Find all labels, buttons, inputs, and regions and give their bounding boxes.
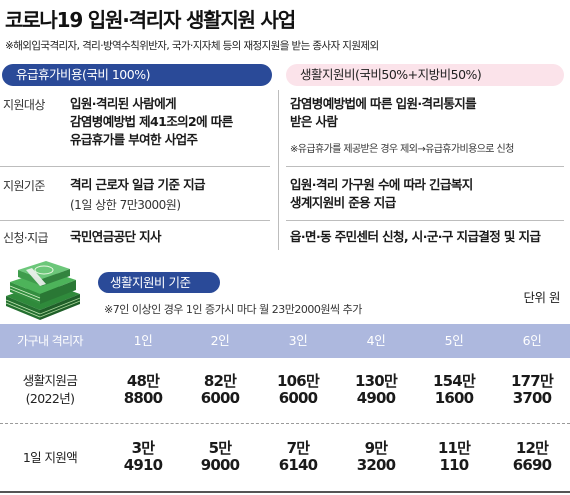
paid-leave-criteria: 격리 근로자 일급 기준 지급 bbox=[70, 177, 206, 192]
living-standard-note: ※7인 이상인 경우 1인 증가시 마다 월 23만2000원씩 추가 bbox=[104, 303, 362, 316]
paid-leave-criteria-note: (1일 상한 7만3000원) bbox=[70, 198, 181, 212]
money-stack-icon bbox=[5, 261, 81, 320]
living-support-header: 생활지원비(국비50%+지방비50%) bbox=[286, 64, 564, 86]
row-divider bbox=[286, 166, 564, 167]
table-row-divider bbox=[0, 423, 570, 424]
table-header-label: 가구내 격리자 bbox=[17, 334, 83, 348]
table-header-cell: 5인 bbox=[444, 333, 464, 348]
table-cell: 12만 6690 bbox=[512, 439, 552, 474]
row-divider bbox=[0, 220, 270, 221]
table-cell: 7만 6140 bbox=[278, 439, 318, 474]
table-cell: 5만 9000 bbox=[200, 439, 240, 474]
table-header-cell: 3인 bbox=[288, 333, 308, 348]
table-cell: 106만 6000 bbox=[277, 372, 320, 407]
row-label-application: 신청·지급 bbox=[3, 231, 49, 245]
table-cell: 82만 6000 bbox=[200, 372, 240, 407]
paid-leave-header: 유급휴가비용(국비 100%) bbox=[2, 64, 272, 86]
living-support-criteria: 입원·격리 가구원 수에 따라 긴급복지 생계지원비 준용 지급 bbox=[290, 177, 473, 210]
table-cell: 130만 4900 bbox=[355, 372, 398, 407]
living-support-target: 감염병예방법에 따른 입원·격리통지를 받은 사람 bbox=[290, 96, 477, 129]
table-header-cell: 2인 bbox=[210, 333, 230, 348]
table-cell: 9만 3200 bbox=[356, 439, 396, 474]
table-cell: 48만 8800 bbox=[123, 372, 163, 407]
row-divider bbox=[286, 220, 564, 221]
table-row-label-monthly: 생활지원금 (2022년) bbox=[22, 373, 78, 406]
row-label-target: 지원대상 bbox=[3, 98, 45, 112]
table-header-cell: 4인 bbox=[366, 333, 386, 348]
table-header-cell: 6인 bbox=[522, 333, 542, 348]
paid-leave-application: 국민연금공단 지사 bbox=[70, 229, 162, 244]
living-support-target-note: ※유급휴가를 제공받은 경우 제외→유급휴가비용으로 신청 bbox=[290, 144, 514, 155]
page-subtitle: ※해외입국격리자, 격리·방역수칙위반자, 국가·지자체 등의 재정지원을 받는… bbox=[5, 40, 379, 52]
page-title: 코로나19 입원·격리자 생활지원 사업 bbox=[5, 8, 296, 32]
table-cell: 3만 4910 bbox=[123, 439, 163, 474]
living-support-application: 읍·면·동 주민센터 신청, 시·군·구 지급결정 및 지급 bbox=[290, 229, 541, 244]
table-header: 가구내 격리자 1인 2인 3인 4인 5인 6인 bbox=[0, 324, 570, 358]
table-cell: 11만 110 bbox=[437, 439, 471, 474]
row-label-criteria: 지원기준 bbox=[3, 179, 45, 193]
unit-label: 단위 원 bbox=[523, 290, 561, 305]
living-standard-header: 생활지원비 기준 bbox=[98, 272, 220, 293]
table-cell: 177만 3700 bbox=[511, 372, 554, 407]
table-bottom-rule bbox=[0, 491, 570, 493]
table-row-label-daily: 1일 지원액 bbox=[22, 450, 78, 465]
table-cell: 154만 1600 bbox=[433, 372, 476, 407]
paid-leave-target: 입원·격리된 사람에게 감염병예방법 제41조의2에 따른 유급휴가를 부여한 … bbox=[70, 96, 233, 147]
column-divider bbox=[278, 90, 279, 250]
row-divider bbox=[0, 166, 270, 167]
table-header-cell: 1인 bbox=[133, 333, 153, 348]
